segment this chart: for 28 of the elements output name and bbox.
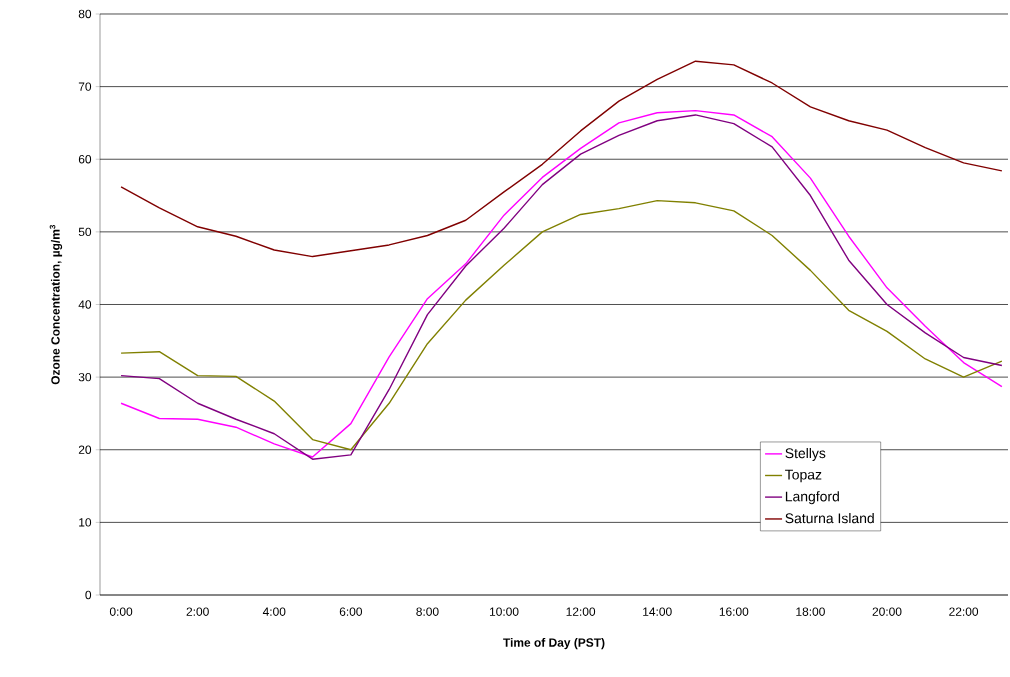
y-tick-label: 80	[78, 9, 92, 19]
legend-label: Topaz	[785, 469, 822, 483]
x-tick-label: 4:00	[262, 607, 286, 616]
legend-label: Saturna Island	[785, 513, 874, 524]
y-tick-label: 70	[78, 82, 92, 91]
x-tick-label: 6:00	[339, 607, 363, 616]
x-tick-label: 0:00	[109, 607, 133, 616]
legend-label: Langford	[785, 491, 839, 505]
x-tick-label: 14:00	[643, 607, 672, 616]
x-tick-label: 16:00	[719, 607, 749, 616]
line-series	[120, 60, 1003, 258]
x-axis-title: Time of Day (PST)	[503, 638, 605, 650]
x-tick-label: 18:00	[796, 607, 825, 616]
y-tick-label: 40	[78, 300, 92, 309]
legend-label: Stellys	[785, 447, 826, 461]
x-tick-label: 20:00	[872, 607, 902, 616]
x-tick-label: 12:00	[566, 607, 596, 616]
x-tick-label: 2:00	[186, 607, 209, 616]
y-tick-label: 20	[78, 445, 92, 454]
y-tick-label: 50	[78, 227, 92, 237]
x-tick-label: 22:00	[949, 607, 979, 616]
y-tick-label: 60	[78, 155, 92, 164]
x-tick-label: 8:00	[416, 607, 439, 616]
y-tick-label: 0	[85, 590, 92, 600]
x-tick-label: 10:00	[489, 607, 519, 616]
y-tick-label: 30	[78, 372, 92, 382]
y-axis-title: Ozone Concentration, µg/m$^{3}$	[49, 224, 63, 385]
y-tick-label: 10	[79, 518, 92, 527]
